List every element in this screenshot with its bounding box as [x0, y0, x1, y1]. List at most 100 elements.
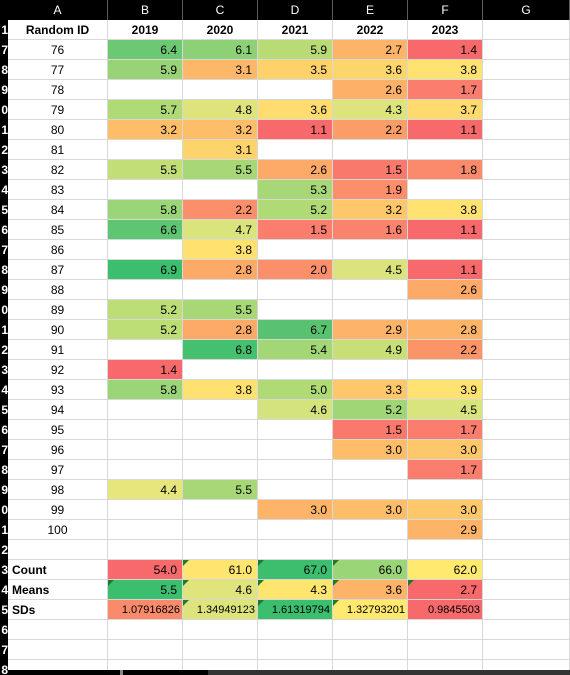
header-year-2022[interactable]: 2022 [333, 20, 408, 40]
value-cell[interactable]: 5.8 [108, 380, 183, 400]
value-cell[interactable]: 6.8 [183, 340, 258, 360]
row-header[interactable]: 0 [1, 503, 8, 517]
empty-cell[interactable] [408, 540, 483, 560]
empty-cell[interactable] [483, 320, 570, 340]
row-header[interactable]: 8 [1, 463, 8, 477]
value-cell[interactable]: 3.8 [408, 200, 483, 220]
random-id-cell[interactable]: 89 [8, 300, 108, 320]
value-cell[interactable]: 2.9 [333, 320, 408, 340]
summary-value-cell[interactable]: 1.34949123 [183, 600, 258, 620]
empty-cell[interactable] [8, 660, 108, 675]
value-cell[interactable]: 2.2 [408, 340, 483, 360]
value-cell[interactable]: 6.6 [108, 220, 183, 240]
value-cell[interactable] [333, 140, 408, 160]
value-cell[interactable]: 1.5 [333, 160, 408, 180]
random-id-cell[interactable]: 81 [8, 140, 108, 160]
value-cell[interactable]: 1.8 [408, 160, 483, 180]
empty-cell[interactable] [483, 260, 570, 280]
value-cell[interactable]: 5.5 [183, 160, 258, 180]
empty-cell[interactable] [8, 620, 108, 640]
row-header[interactable]: 5 [1, 403, 8, 417]
empty-cell[interactable] [483, 220, 570, 240]
sheet-scrollbar[interactable] [8, 670, 570, 675]
empty-cell[interactable] [483, 560, 570, 580]
row-header[interactable]: 9 [1, 83, 8, 97]
empty-cell[interactable] [483, 480, 570, 500]
row-header[interactable]: 5 [1, 203, 8, 217]
summary-value-cell[interactable]: 0.9845503 [408, 600, 483, 620]
row-header[interactable]: 3 [1, 563, 8, 577]
summary-label[interactable]: Means [8, 580, 108, 600]
value-cell[interactable]: 4.5 [408, 400, 483, 420]
empty-cell[interactable] [483, 80, 570, 100]
value-cell[interactable]: 1.1 [258, 120, 333, 140]
value-cell[interactable] [108, 340, 183, 360]
row-header[interactable]: 4 [1, 183, 8, 197]
empty-cell[interactable] [483, 360, 570, 380]
value-cell[interactable] [333, 280, 408, 300]
value-cell[interactable]: 5.5 [183, 480, 258, 500]
value-cell[interactable]: 3.0 [333, 440, 408, 460]
value-cell[interactable]: 2.2 [333, 120, 408, 140]
empty-cell[interactable] [483, 300, 570, 320]
value-cell[interactable]: 5.2 [258, 200, 333, 220]
header-random-id[interactable]: Random ID [8, 20, 108, 40]
row-header[interactable]: 7 [1, 243, 8, 257]
value-cell[interactable] [258, 520, 333, 540]
empty-cell[interactable] [483, 120, 570, 140]
value-cell[interactable] [408, 180, 483, 200]
row-header[interactable]: 8 [1, 663, 8, 675]
value-cell[interactable] [183, 420, 258, 440]
row-header[interactable]: 8 [1, 263, 8, 277]
value-cell[interactable]: 3.1 [183, 60, 258, 80]
row-header[interactable]: 6 [1, 623, 8, 637]
value-cell[interactable]: 1.5 [258, 220, 333, 240]
random-id-cell[interactable]: 84 [8, 200, 108, 220]
row-header[interactable]: 7 [1, 443, 8, 457]
value-cell[interactable]: 4.8 [183, 100, 258, 120]
value-cell[interactable]: 3.8 [408, 60, 483, 80]
random-id-cell[interactable]: 95 [8, 420, 108, 440]
row-header[interactable]: 4 [1, 583, 8, 597]
value-cell[interactable]: 2.2 [183, 200, 258, 220]
empty-cell[interactable] [483, 540, 570, 560]
row-header[interactable]: 0 [1, 303, 8, 317]
summary-value-cell[interactable]: 1.32793201 [333, 600, 408, 620]
row-header[interactable]: 1 [1, 523, 8, 537]
random-id-cell[interactable]: 96 [8, 440, 108, 460]
summary-value-cell[interactable]: 61.0 [183, 560, 258, 580]
row-header[interactable]: 2 [1, 543, 8, 557]
summary-value-cell[interactable]: 4.3 [258, 580, 333, 600]
row-header[interactable]: 2 [1, 143, 8, 157]
random-id-cell[interactable]: 79 [8, 100, 108, 120]
empty-cell[interactable] [183, 660, 258, 675]
summary-value-cell[interactable]: 54.0 [108, 560, 183, 580]
value-cell[interactable]: 3.6 [258, 100, 333, 120]
value-cell[interactable]: 5.5 [108, 160, 183, 180]
empty-cell[interactable] [483, 640, 570, 660]
row-header[interactable]: 0 [1, 103, 8, 117]
value-cell[interactable]: 2.8 [183, 260, 258, 280]
value-cell[interactable] [258, 80, 333, 100]
empty-cell[interactable] [108, 660, 183, 675]
value-cell[interactable]: 2.8 [183, 320, 258, 340]
empty-cell[interactable] [183, 620, 258, 640]
empty-cell[interactable] [483, 200, 570, 220]
value-cell[interactable] [258, 240, 333, 260]
row-header[interactable]: 1 [1, 123, 8, 137]
value-cell[interactable]: 3.0 [258, 500, 333, 520]
value-cell[interactable]: 4.9 [333, 340, 408, 360]
column-header-e[interactable]: E [333, 0, 408, 20]
row-header[interactable]: 9 [1, 283, 8, 297]
empty-cell[interactable] [258, 540, 333, 560]
value-cell[interactable]: 4.5 [333, 260, 408, 280]
value-cell[interactable] [258, 140, 333, 160]
value-cell[interactable]: 5.5 [183, 300, 258, 320]
value-cell[interactable] [258, 280, 333, 300]
empty-cell[interactable] [483, 60, 570, 80]
value-cell[interactable]: 6.7 [258, 320, 333, 340]
value-cell[interactable]: 1.7 [408, 420, 483, 440]
value-cell[interactable]: 3.9 [408, 380, 483, 400]
value-cell[interactable]: 2.6 [408, 280, 483, 300]
random-id-cell[interactable]: 94 [8, 400, 108, 420]
